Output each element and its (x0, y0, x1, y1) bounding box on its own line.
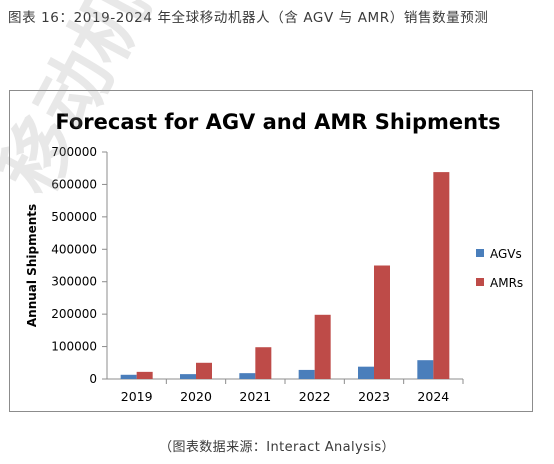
x-tick-label: 2022 (299, 389, 331, 404)
chart-container: Forecast for AGV and AMR Shipments Annual… (9, 90, 533, 412)
bar-agvs-2021 (239, 373, 256, 379)
legend-swatch-agvs (476, 249, 484, 257)
legend-label-agvs: AGVs (490, 247, 522, 261)
bar-agvs-2020 (180, 374, 196, 379)
bar-chart: Forecast for AGV and AMR Shipments Annual… (25, 110, 523, 404)
x-tick-label: 2021 (239, 389, 271, 404)
y-tick-label: 200000 (51, 307, 97, 321)
x-tick-label: 2023 (358, 389, 390, 404)
source-note: （图表数据来源：Interact Analysis） (159, 440, 395, 455)
legend-swatch-amrs (476, 278, 484, 286)
bar-amrs-2024 (433, 172, 450, 379)
x-tick-label: 2020 (180, 389, 212, 404)
y-tick-label: 400000 (51, 242, 97, 256)
bar-amrs-2021 (255, 347, 272, 379)
y-tick-label: 600000 (51, 177, 97, 191)
y-axis-label: Annual Shipments (25, 204, 39, 327)
x-tick-label: 2019 (121, 389, 153, 404)
bar-amrs-2023 (374, 265, 390, 379)
figure-caption: 图表 16：2019-2024 年全球移动机器人（含 AGV 与 AMR）销售数… (8, 10, 489, 26)
bar-amrs-2022 (314, 314, 331, 379)
y-tick-label: 700000 (51, 145, 97, 159)
bar-agvs-2019 (120, 374, 137, 379)
bar-amrs-2020 (196, 362, 212, 379)
legend-label-amrs: AMRs (490, 276, 523, 290)
y-tick-label: 100000 (51, 340, 97, 354)
bar-amrs-2019 (136, 371, 153, 379)
chart-title: Forecast for AGV and AMR Shipments (55, 110, 500, 134)
bar-agvs-2023 (358, 366, 374, 379)
bar-agvs-2022 (298, 369, 315, 379)
x-tick-label: 2024 (417, 389, 449, 404)
y-tick-label: 300000 (51, 275, 97, 289)
y-tick-label: 0 (89, 372, 97, 386)
y-tick-label: 500000 (51, 210, 97, 224)
bar-agvs-2024 (417, 360, 434, 379)
